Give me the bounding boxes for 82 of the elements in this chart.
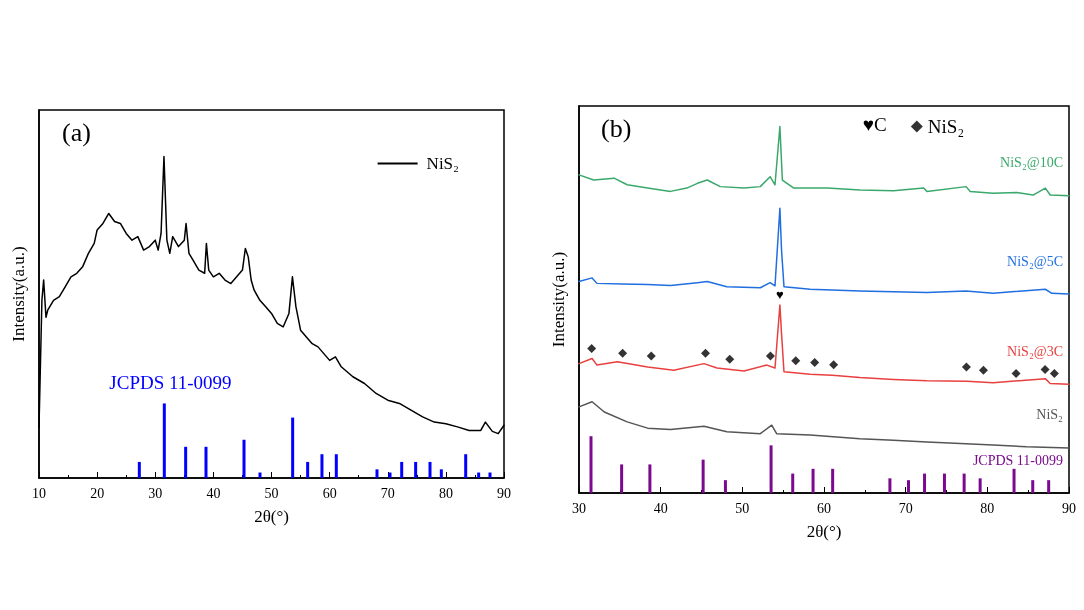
annotation: ♥C: [862, 114, 887, 135]
legend-label: NiS₂: [426, 154, 460, 173]
bar: [942, 473, 946, 493]
bar: [723, 480, 727, 493]
bar: [162, 403, 166, 478]
point: [587, 344, 597, 354]
bar: [400, 461, 404, 478]
chart-title: (a): [62, 117, 91, 147]
bar: [204, 446, 208, 478]
bar: [648, 464, 652, 493]
bar: [414, 461, 418, 478]
bar: [334, 454, 338, 478]
point: [961, 362, 971, 372]
x-tick-label: 90: [497, 485, 511, 501]
bar: [1012, 468, 1016, 493]
bar: [306, 461, 310, 478]
series-label: NiS₂@5C: [1007, 253, 1063, 269]
point: [1040, 365, 1050, 374]
x-tick-label: 80: [980, 500, 995, 516]
bar: [831, 468, 835, 493]
x-tick-label: 60: [322, 485, 337, 501]
point: [810, 358, 820, 368]
point: [725, 354, 735, 364]
x-axis-title: 2θ(°): [806, 522, 842, 541]
bar: [888, 478, 892, 493]
bar: [439, 469, 443, 478]
bar: [791, 473, 795, 493]
point: [1049, 369, 1059, 379]
point: [618, 348, 628, 358]
x-axis-title: 2θ(°): [254, 507, 289, 526]
bar: [184, 446, 188, 478]
bar: [701, 459, 705, 493]
bar: [464, 454, 468, 478]
series-label: NiS₂@10C: [1000, 155, 1063, 171]
x-tick-label: 70: [898, 500, 913, 516]
bar: [1047, 480, 1051, 493]
series-label: JCPDS 11-0099: [972, 452, 1063, 468]
bar: [769, 445, 773, 493]
point: [765, 351, 775, 361]
bar: [962, 473, 966, 493]
bar: [428, 461, 432, 478]
point: [646, 351, 656, 361]
bar: [291, 417, 295, 478]
chart-title: (b): [601, 113, 632, 143]
bar: [811, 468, 815, 493]
series-label: NiS₂@3C: [1007, 343, 1063, 359]
bar: [589, 436, 593, 493]
bar: [488, 472, 492, 478]
annotation: ♥: [776, 287, 785, 302]
x-tick-label: 10: [32, 485, 46, 501]
x-tick-label: 40: [653, 500, 668, 516]
x-tick-label: 30: [572, 500, 586, 516]
bar: [907, 480, 911, 493]
y-axis-title: Intensity(a.u.): [549, 251, 568, 348]
point: [791, 356, 801, 366]
point: [1011, 369, 1021, 379]
bar: [242, 439, 246, 478]
series-label: NiS₂: [1036, 407, 1064, 423]
x-tick-label: 30: [148, 485, 163, 501]
x-tick-label: 90: [1062, 500, 1076, 516]
x-tick-label: 80: [438, 485, 453, 501]
point: [829, 360, 839, 370]
bar: [620, 464, 624, 493]
bar: [923, 473, 927, 493]
bar: [978, 478, 982, 493]
x-tick-label: 40: [206, 485, 221, 501]
y-axis-title: Intensity(a.u.): [9, 246, 28, 342]
bar: [258, 472, 262, 478]
bar: [320, 454, 324, 478]
point: [978, 365, 988, 375]
bar: [137, 461, 141, 478]
x-tick-label: 20: [90, 485, 105, 501]
point: [701, 348, 710, 358]
x-tick-label: 70: [380, 485, 395, 501]
x-tick-label: 50: [264, 485, 279, 501]
bar: [1031, 480, 1035, 493]
bar: [375, 469, 379, 478]
x-tick-label: 50: [735, 500, 750, 516]
series-label: JCPDS 11-0099: [109, 372, 232, 394]
legend-label: NiS₂: [927, 116, 965, 137]
bar: [477, 472, 481, 478]
x-tick-label: 60: [817, 500, 831, 516]
